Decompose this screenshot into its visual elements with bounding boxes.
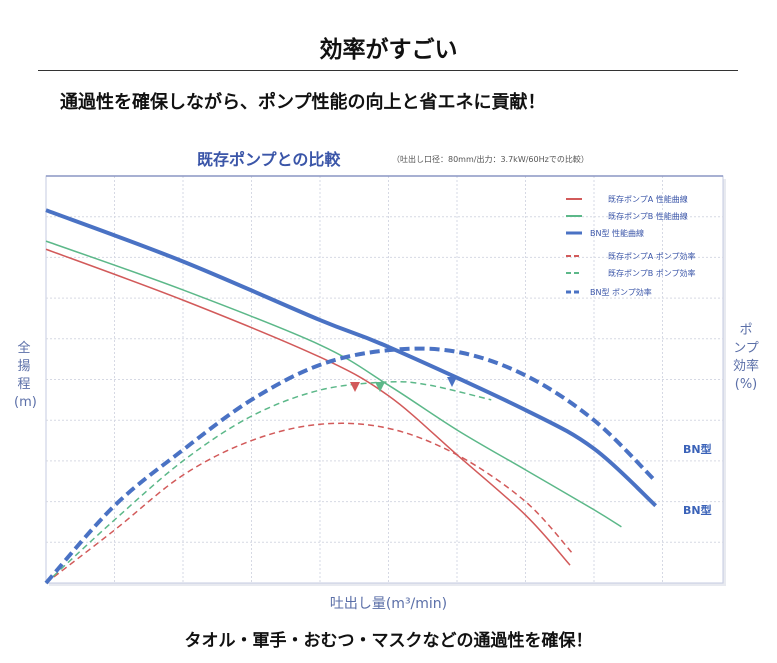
legend-label: BN型 性能曲線: [590, 228, 644, 238]
page-subtitle: 通過性を確保しながら、ポンプ性能の向上と省エネに貢献！: [60, 92, 546, 113]
legend-label: 既存ポンプB 性能曲線: [608, 211, 688, 221]
y-axis-right-label: ポンプ効率(%): [733, 323, 760, 392]
arrow-marker-icon: [375, 382, 385, 392]
series-line-3: [45, 208, 658, 508]
legend-label: BN型 ポンプ効率: [590, 287, 652, 297]
footer-text: タオル・軍手・おむつ・マスクなどの通過性を確保！: [184, 631, 593, 651]
legend-label: 既存ポンプB ポンプ効率: [608, 268, 696, 278]
arrow-marker-icon: [350, 382, 360, 392]
series-line-1: [45, 248, 571, 566]
legend-label: 既存ポンプA 性能曲線: [608, 194, 688, 204]
legend-label: 既存ポンプA ポンプ効率: [608, 251, 696, 261]
bn-annotation: BN型: [683, 442, 712, 456]
series-line-6: [44, 346, 658, 585]
y-axis-label: 全揚程(m): [14, 341, 37, 410]
arrow-marker-icon: [447, 377, 457, 387]
title-divider: [38, 70, 738, 71]
series-line-4: [45, 422, 575, 584]
series-line-2: [45, 240, 622, 528]
chart-note: （吐出し口径：80mm/出力：3.7kW/60Hzでの比較）: [392, 155, 589, 164]
x-axis-label: 吐出し量(m³/min): [329, 596, 448, 612]
page-title: 効率がすごい: [319, 37, 458, 63]
chart-title: 既存ポンプとの比較: [197, 150, 341, 169]
series-line-5: [45, 380, 492, 584]
bn-annotation: BN型: [683, 503, 712, 517]
